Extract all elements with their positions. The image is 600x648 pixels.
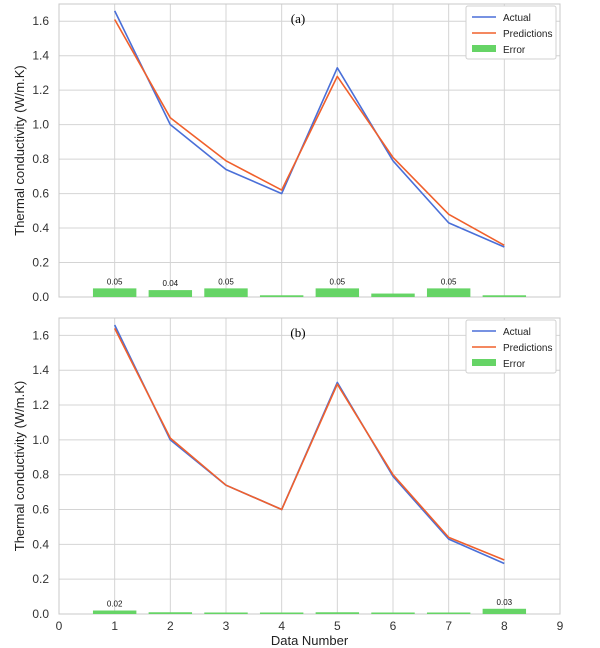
error-bar (204, 288, 248, 297)
bar-value-label: 0.05 (330, 277, 346, 286)
bar-value-label: 0.04 (163, 279, 179, 288)
x-tick-label: 3 (223, 619, 230, 633)
x-tick-label: 5 (334, 619, 341, 633)
error-bar (148, 290, 193, 297)
legend-swatch (472, 45, 496, 52)
error-bar (148, 612, 193, 614)
bar-value-label: 0.02 (107, 600, 123, 609)
series-line-actual (113, 10, 505, 248)
x-tick-label: 7 (445, 619, 452, 633)
y-tick-label: 0.4 (32, 221, 49, 235)
y-tick-label: 0.6 (32, 503, 49, 517)
y-tick-label: 0.2 (32, 572, 49, 586)
legend-label: Predictions (503, 343, 552, 354)
error-bar (204, 612, 248, 614)
x-tick-label: 4 (278, 619, 285, 633)
bar-value-label: 0.03 (497, 598, 513, 607)
series-line-predictions (113, 328, 505, 561)
error-bar (315, 612, 360, 614)
y-tick-label: 1.2 (32, 83, 49, 97)
series-line-actual (113, 324, 505, 565)
x-tick-label: 2 (167, 619, 174, 633)
x-tick-label: 1 (111, 619, 118, 633)
y-tick-label: 0.0 (32, 607, 49, 621)
error-bar (482, 295, 527, 297)
legend-label: Error (503, 45, 526, 56)
series-line-predictions (114, 19, 505, 246)
error-bar (482, 608, 527, 614)
error-bar (92, 288, 137, 297)
y-axis-title: Thermal conductivity (W/m.K) (12, 65, 27, 235)
error-bar (371, 293, 415, 297)
y-tick-label: 0.8 (32, 152, 49, 166)
plot-frame (58, 3, 561, 298)
error-bar (259, 295, 304, 297)
chart-panel-1: 0.0 0.2 0.4 0.6 0.8 1.0 1.2 1.4 1.6 Thermal condu… (12, 3, 561, 304)
y-tick-label: 0.4 (32, 537, 49, 551)
error-bar (371, 612, 415, 614)
y-tick-label: 1.4 (32, 49, 49, 63)
y-tick-label: 1.6 (32, 14, 49, 28)
bar-value-label: 0.05 (107, 277, 123, 286)
legend-label: Predictions (503, 29, 552, 40)
y-tick-label: 1.0 (32, 118, 49, 132)
y-tick-label: 1.4 (32, 363, 49, 377)
x-tick-label: 8 (501, 619, 508, 633)
error-bar (426, 288, 471, 297)
plot-frame (58, 317, 561, 615)
x-tick-label: 0 (56, 619, 63, 633)
legend-label: Error (503, 359, 526, 370)
y-tick-label: 0.6 (32, 187, 49, 201)
chart-panel-2: 0.0 0.2 0.4 0.6 0.8 1.0 1.2 1.4 1.6 0 1 2 3 4 5 6 7 8 9 The… (12, 317, 564, 648)
y-tick-label: 1.2 (32, 398, 49, 412)
y-tick-label: 0.8 (32, 468, 49, 482)
legend: Actual Predictions Error (465, 5, 557, 60)
x-tick-label: 6 (390, 619, 397, 633)
y-tick-label: 1.6 (32, 328, 49, 342)
x-tick-label: 9 (557, 619, 564, 633)
bar-value-label: 0.05 (441, 277, 457, 286)
bar-value-label: 0.05 (218, 277, 234, 286)
panel-label: (b) (290, 325, 305, 340)
y-axis-title: Thermal conductivity (W/m.K) (12, 381, 27, 551)
error-bar (259, 612, 304, 614)
x-axis-title: Data Number (271, 633, 349, 648)
y-tick-label: 0.0 (32, 290, 49, 304)
y-tick-label: 0.2 (32, 256, 49, 270)
legend: Actual Predictions Error (465, 319, 557, 374)
error-bar (92, 610, 137, 614)
error-bar (426, 612, 471, 614)
legend-swatch (472, 359, 496, 366)
legend-label: Actual (503, 327, 531, 338)
y-tick-label: 1.0 (32, 433, 49, 447)
legend-label: Actual (503, 13, 531, 24)
error-bar (315, 288, 360, 297)
panel-label: (a) (291, 11, 305, 26)
